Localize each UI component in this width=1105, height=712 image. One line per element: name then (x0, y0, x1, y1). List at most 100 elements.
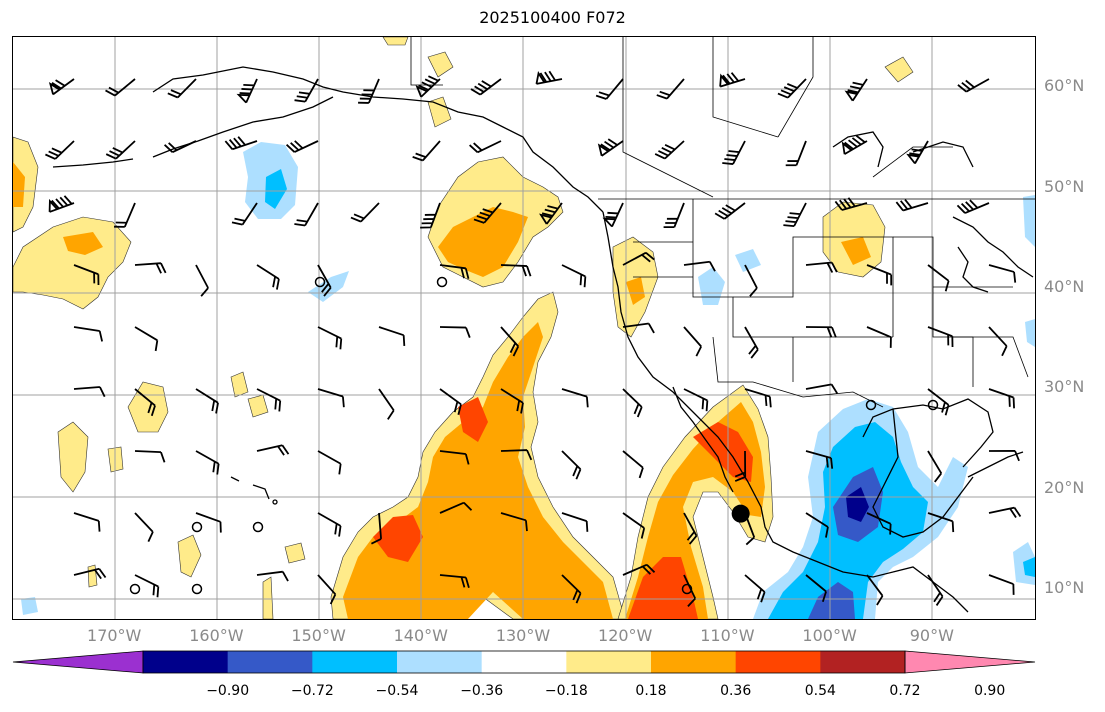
colorbar-tick-label: 0.54 (804, 683, 836, 699)
wind-barb (317, 450, 342, 475)
wind-barb (663, 202, 685, 229)
wind-barb (561, 450, 582, 480)
wind-barb (988, 264, 1017, 283)
wind-barb (927, 450, 943, 483)
wind-barb (412, 140, 441, 162)
wind-barb (317, 512, 342, 537)
colorbar-segment (820, 651, 906, 673)
latitude-label: 30°N (1044, 377, 1085, 397)
colorbar-segment (227, 651, 313, 673)
wind-barb (622, 512, 646, 539)
colorbar-segment (735, 651, 821, 673)
wind-barb (895, 198, 929, 212)
colorbar-tick-label: −0.18 (544, 683, 588, 699)
wind-barb (805, 450, 834, 469)
wind-barb (622, 388, 643, 418)
wind-barb (256, 264, 280, 290)
wind-barb (561, 264, 587, 288)
wind-barb (439, 501, 473, 514)
wind-barb (439, 574, 470, 589)
wind-barb (927, 264, 950, 292)
latitude-label: 60°N (1044, 76, 1085, 96)
wind-barb (654, 140, 685, 160)
wind-barb (73, 512, 101, 532)
wind-barb (439, 388, 462, 415)
longitude-label: 170°W (87, 626, 142, 645)
wind-barb (105, 78, 136, 97)
wind-barb (48, 78, 75, 96)
colorbar-tick-label: 0.18 (635, 683, 667, 699)
longitude-label: 110°W (700, 626, 755, 645)
wind-barb (656, 78, 685, 100)
wind-barb (561, 574, 582, 604)
wind-barb (744, 574, 766, 603)
wind-barb (683, 326, 702, 357)
wind-barb (722, 140, 746, 165)
wind-barb (927, 326, 954, 347)
wind-barb (73, 567, 107, 580)
wind-barb (866, 512, 892, 535)
wind-barb (805, 383, 839, 395)
longitude-label: 130°W (495, 626, 551, 645)
wind-barb (500, 264, 532, 277)
wind-barb (805, 512, 829, 538)
latitude-label: 10°N (1044, 577, 1085, 597)
wind-barb (195, 450, 220, 475)
wind-barb (988, 388, 1015, 409)
wind-barb (866, 264, 893, 286)
wind-barb (734, 450, 747, 482)
wind-barb (358, 78, 380, 104)
wind-barb (439, 450, 470, 465)
wind-barb (988, 574, 1015, 595)
latitude-label: 40°N (1044, 276, 1085, 296)
wind-barb (602, 202, 624, 228)
marked-location-dot (731, 504, 750, 523)
wind-barb (805, 326, 837, 338)
wind-barb (957, 78, 990, 93)
longitude-label: 160°W (189, 626, 244, 645)
wind-barb (927, 512, 955, 533)
wind-barbs (45, 70, 1022, 607)
colorbar-tick-label: 0.36 (720, 683, 752, 699)
wind-barb (73, 326, 103, 342)
colorbar-tick-label: −0.36 (460, 683, 504, 699)
wind-barb (622, 322, 655, 334)
wind-barb (134, 326, 159, 352)
wind-barb (285, 140, 319, 153)
wind-barb (236, 78, 258, 104)
wind-barb (317, 574, 337, 605)
wind-barb (294, 78, 319, 103)
wind-barb (535, 70, 563, 85)
wind-barb (317, 326, 343, 350)
longitude-label: 140°W (393, 626, 448, 645)
wind-barb (988, 506, 1022, 518)
wind-barb (378, 326, 406, 347)
wind-barb (744, 264, 758, 297)
colorbar-segment (566, 651, 652, 673)
wind-barb (469, 140, 502, 154)
colorbar-segment (481, 651, 567, 673)
latitude-label: 20°N (1044, 477, 1085, 497)
wind-barb (134, 388, 156, 417)
wind-barb (988, 326, 1008, 357)
plot-title: 2025100400 F072 (479, 8, 626, 27)
coastlines (52, 66, 1034, 613)
wind-barb (48, 195, 75, 213)
wind-barb (350, 202, 380, 223)
positive-anomaly-fill (13, 37, 914, 619)
wind-barb (500, 388, 524, 414)
colorbar-tick-label: −0.72 (290, 683, 334, 699)
longitude-label: 120°W (598, 626, 653, 645)
wind-barb (500, 449, 533, 461)
wind-barb (956, 199, 990, 214)
wind-barb (622, 563, 656, 576)
wind-barb (317, 388, 345, 408)
negative-anomaly-fill (21, 142, 1035, 619)
wind-barb (927, 388, 950, 416)
wind-barb (777, 78, 807, 99)
wind-barb (317, 264, 332, 297)
wind-barb (719, 72, 746, 88)
wind-barb (294, 202, 319, 227)
wind-barb (195, 388, 219, 414)
wind-barb (805, 574, 827, 603)
